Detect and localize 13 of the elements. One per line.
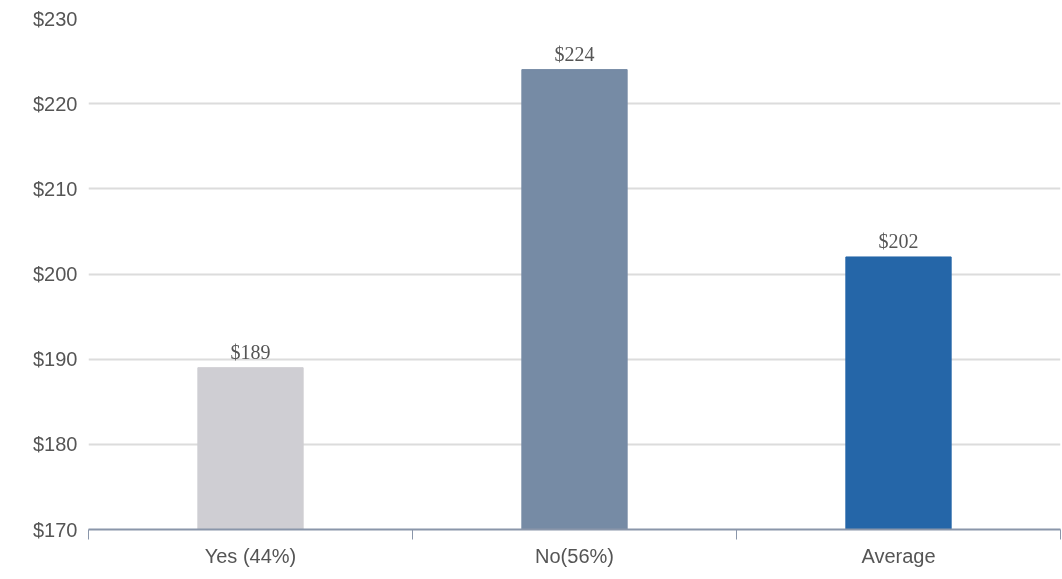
- x-tick-label: Average: [861, 544, 936, 567]
- y-tick-label: $190: [33, 348, 78, 371]
- x-tick-label: Yes (44%): [204, 544, 297, 567]
- data-label: $224: [554, 42, 595, 65]
- y-tick-label: $230: [33, 7, 78, 30]
- y-tick-label: $220: [33, 92, 78, 115]
- y-tick-label: $210: [33, 177, 78, 200]
- x-tick-label: No(56%): [535, 544, 614, 567]
- y-tick-label: $200: [33, 263, 78, 285]
- y-tick-label: $180: [33, 433, 78, 456]
- y-tick-label: $170: [33, 518, 78, 541]
- data-label: $189: [230, 340, 271, 363]
- data-label: $202: [878, 229, 919, 252]
